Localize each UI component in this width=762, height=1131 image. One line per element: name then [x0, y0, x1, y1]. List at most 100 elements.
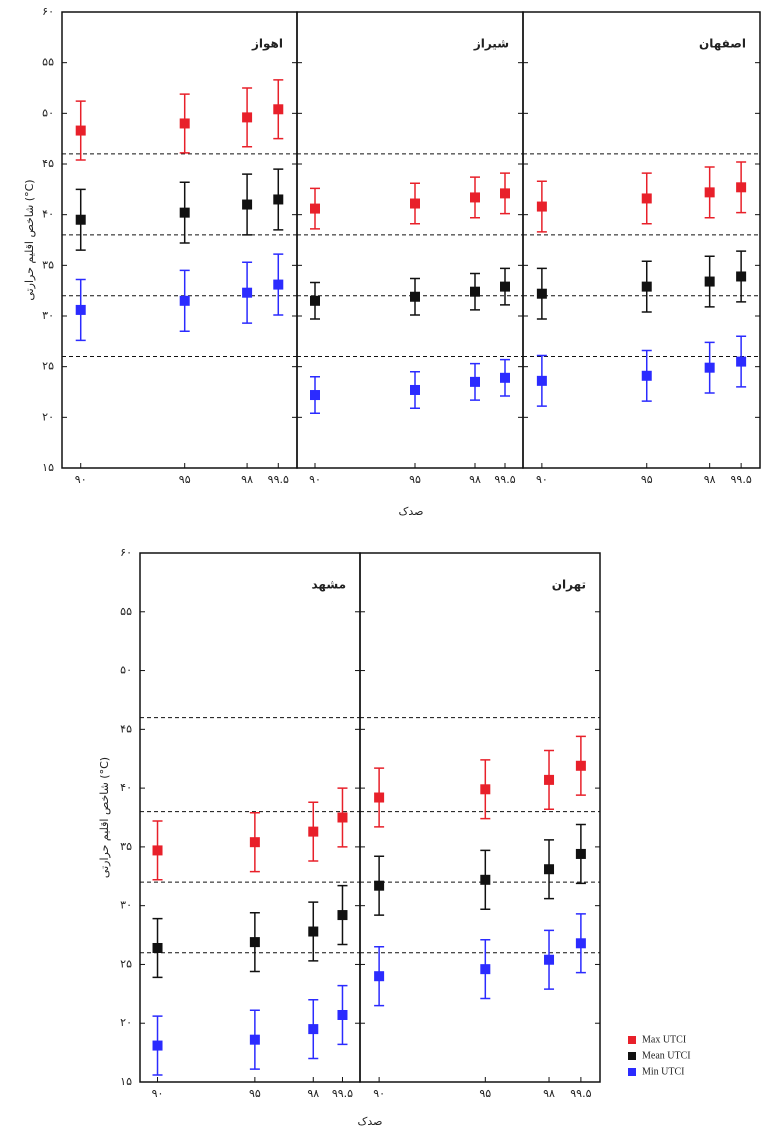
y-tick-label: ۴۰: [120, 781, 132, 794]
marker: [410, 198, 420, 209]
panel-title: تهران: [552, 578, 586, 592]
x-tick-label: ۹۰: [536, 473, 548, 486]
marker: [575, 848, 586, 859]
y-axis-label: شاخص اقلیم حرارتی (°C): [23, 179, 36, 300]
legend-swatch: [628, 1036, 636, 1044]
x-axis-label: صدک: [399, 505, 424, 518]
marker: [704, 362, 715, 373]
x-tick-label: ۹۰: [309, 473, 321, 486]
x-tick-label: ۹۵: [179, 473, 191, 486]
marker: [544, 954, 555, 965]
marker: [179, 295, 190, 306]
legend-swatch: [628, 1052, 636, 1060]
marker: [410, 384, 420, 395]
marker: [374, 792, 385, 803]
y-tick-label: ۵۰: [42, 106, 54, 119]
y-tick-label: ۵۰: [120, 664, 132, 677]
marker: [641, 370, 652, 381]
legend-label: Min UTCI: [642, 1066, 685, 1077]
marker: [536, 201, 547, 212]
marker: [470, 376, 480, 387]
panel-frame: [359, 552, 601, 1083]
marker: [575, 760, 586, 771]
legend-swatch: [628, 1068, 636, 1076]
x-tick-label: ۹۸: [543, 1087, 555, 1100]
marker: [242, 112, 253, 123]
marker: [310, 203, 320, 214]
panel-title: مشهد: [312, 578, 347, 592]
y-tick-label: ۴۵: [120, 722, 132, 735]
y-tick-label: ۱۵: [42, 461, 54, 474]
x-tick-label: ۹۰: [75, 473, 87, 486]
marker: [273, 194, 284, 205]
x-tick-label: ۹۹.۵: [570, 1087, 591, 1100]
x-tick-label: ۹۵: [409, 473, 421, 486]
marker: [500, 188, 510, 199]
x-tick-label: ۹۸: [704, 473, 716, 486]
marker: [480, 874, 491, 885]
x-tick-label: ۹۵: [249, 1087, 261, 1100]
panel-title: اهواز: [251, 37, 283, 52]
y-tick-label: ۴۰: [42, 208, 54, 221]
marker: [736, 271, 747, 282]
marker: [308, 1024, 319, 1035]
legend-label: Mean UTCI: [642, 1050, 691, 1061]
y-tick-label: ۵۵: [120, 605, 132, 618]
panel-frame: [296, 11, 524, 469]
marker: [152, 1040, 163, 1051]
x-tick-label: ۹۵: [479, 1087, 491, 1100]
marker: [75, 304, 86, 315]
marker: [75, 214, 86, 225]
marker: [575, 938, 586, 949]
marker: [544, 864, 555, 875]
panel-frame: [139, 552, 361, 1083]
marker: [308, 826, 319, 837]
marker: [480, 964, 491, 975]
marker: [641, 193, 652, 204]
marker: [536, 375, 547, 386]
marker: [179, 118, 190, 129]
y-tick-label: ۳۰: [120, 899, 132, 912]
marker: [310, 390, 320, 401]
marker: [337, 812, 348, 823]
x-tick-label: ۹۸: [469, 473, 481, 486]
marker: [152, 845, 163, 856]
legend-label: Max UTCI: [642, 1034, 686, 1045]
y-tick-label: ۱۵: [120, 1075, 132, 1088]
marker: [704, 276, 715, 287]
marker: [704, 187, 715, 198]
x-tick-label: ۹۸: [307, 1087, 319, 1100]
x-tick-label: ۹۹.۵: [332, 1087, 353, 1100]
marker: [736, 356, 747, 367]
panel-frame: [522, 11, 761, 469]
marker: [249, 937, 260, 948]
marker: [374, 971, 385, 982]
marker: [410, 291, 420, 302]
x-tick-label: ۹۰: [152, 1087, 164, 1100]
x-tick-label: ۹۹.۵: [731, 473, 752, 486]
x-tick-label: ۹۰: [373, 1087, 385, 1100]
y-axis-label: شاخص اقلیم حرارتی (°C): [98, 757, 111, 878]
x-tick-label: ۹۹.۵: [268, 473, 289, 486]
y-tick-label: ۵۵: [42, 56, 54, 69]
marker: [337, 910, 348, 921]
marker: [500, 372, 510, 383]
x-tick-label: ۹۵: [641, 473, 653, 486]
panel-title: شیراز: [473, 37, 509, 51]
marker: [500, 281, 510, 292]
marker: [75, 125, 86, 136]
marker: [544, 774, 555, 785]
marker: [273, 104, 284, 115]
marker: [641, 281, 652, 292]
y-tick-label: ۲۰: [42, 410, 54, 423]
y-tick-label: ۶۰: [42, 5, 54, 18]
x-axis-label: صدک: [358, 1115, 383, 1128]
y-tick-label: ۶۰: [120, 546, 132, 559]
marker: [273, 279, 284, 290]
y-tick-label: ۳۵: [120, 840, 132, 853]
y-tick-label: ۳۵: [42, 258, 54, 271]
marker: [536, 288, 547, 299]
marker: [308, 926, 319, 937]
